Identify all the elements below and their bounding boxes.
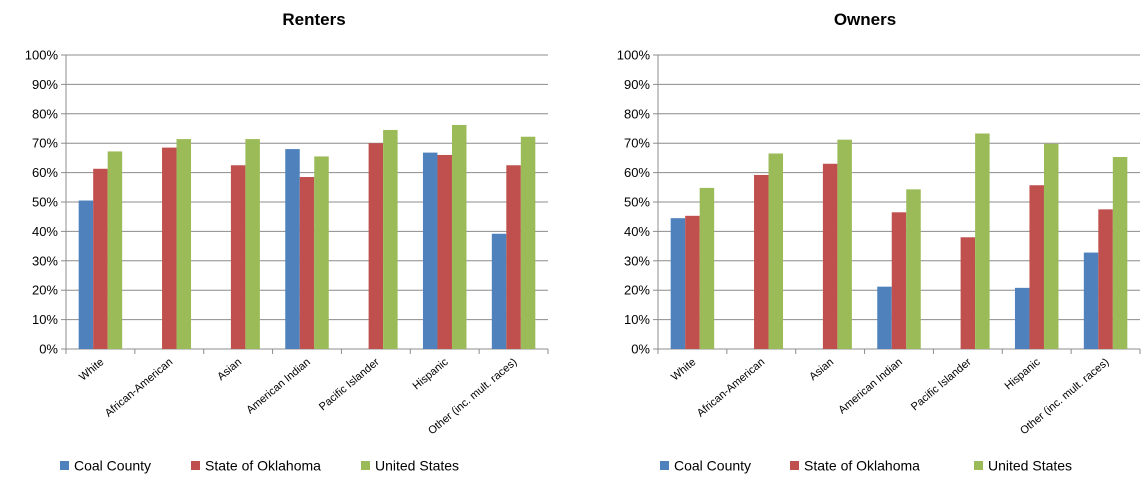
bar [699, 187, 715, 349]
y-tick-label: 0% [39, 342, 58, 357]
bar [520, 136, 536, 349]
bar [107, 151, 123, 349]
y-tick-label: 80% [624, 106, 650, 121]
bar [299, 177, 315, 349]
bar [285, 149, 300, 349]
owners-chart: Owners 0% 10% 20% 30% 40% 50% 60% 70% 80% 90% 100%… [578, 0, 1146, 478]
bar [768, 153, 784, 349]
legend-label: State of Oklahoma [205, 458, 321, 474]
renters-plot-area: 0% 10% 20% 30% 40% 50% 60% 70% 80% 90% 100% WhiteAf… [25, 48, 549, 437]
bar [1029, 185, 1044, 349]
legend-swatch [790, 461, 799, 470]
renters-chart-svg: Renters 0% 10% 20% 30% 40% 50% 60% 70% 80% 90% 100… [25, 10, 549, 474]
bar [822, 163, 838, 349]
chart-title: Owners [834, 10, 896, 29]
x-category-label: Hispanic [411, 356, 451, 393]
renters-legend: Coal County State of Oklahoma United State… [60, 458, 459, 474]
bar [451, 124, 467, 349]
bar [162, 147, 177, 349]
x-category-label: African-American [695, 356, 767, 419]
y-tick-label: 90% [32, 77, 58, 92]
bar [314, 156, 329, 349]
bar [230, 165, 246, 349]
x-category-label: American Indian [836, 356, 905, 416]
bar [1014, 287, 1030, 349]
owners-legend: Coal County State of Oklahoma United State… [660, 458, 1072, 474]
bar [685, 215, 700, 349]
bar [975, 133, 990, 349]
bar [837, 139, 852, 349]
y-tick-label: 40% [32, 224, 58, 239]
x-category-label: White [669, 356, 698, 383]
y-tick-label: 80% [32, 106, 58, 121]
legend-swatch [361, 461, 370, 470]
bar [670, 218, 686, 349]
y-tick-label: 20% [624, 283, 650, 298]
x-category-label: White [77, 356, 106, 383]
legend-swatch [191, 461, 200, 470]
bar [754, 174, 769, 349]
y-tick-label: 60% [32, 165, 58, 180]
bar [1098, 209, 1113, 349]
x-category-label: Hispanic [1003, 356, 1043, 393]
legend-label: United States [375, 458, 459, 474]
y-tick-label: 0% [631, 342, 650, 357]
y-tick-label: 70% [624, 136, 650, 151]
x-category-label: Asian [215, 356, 244, 383]
y-tick-label: 40% [624, 224, 650, 239]
y-tick-label: 30% [624, 253, 650, 268]
x-category-label: Pacific Islander [317, 356, 382, 413]
y-tick-label: 20% [32, 283, 58, 298]
bar [78, 200, 94, 349]
bar [176, 139, 192, 349]
bar [1083, 252, 1099, 349]
renters-chart: Renters 0% 10% 20% 30% 40% 50% 60% 70% 80% 90% 100… [0, 0, 568, 478]
bar [1043, 143, 1059, 349]
y-tick-label: 10% [32, 312, 58, 327]
y-tick-label: 50% [32, 195, 58, 210]
bar [906, 189, 921, 349]
x-category-label: Asian [807, 356, 836, 383]
y-tick-label: 100% [25, 48, 59, 63]
bar [1112, 157, 1128, 349]
legend-swatch [60, 461, 69, 470]
bar [891, 212, 907, 349]
bar [437, 154, 452, 349]
bar [368, 143, 384, 349]
y-tick-label: 50% [624, 195, 650, 210]
bar [491, 233, 507, 349]
legend-label: Coal County [674, 458, 751, 474]
bar [383, 129, 398, 349]
y-tick-label: 60% [624, 165, 650, 180]
bar [960, 237, 976, 349]
y-tick-label: 70% [32, 136, 58, 151]
legend-swatch [660, 461, 669, 470]
bar [877, 286, 892, 349]
bar [245, 139, 260, 349]
legend-label: State of Oklahoma [804, 458, 920, 474]
bar [506, 165, 521, 349]
x-category-label: American Indian [244, 356, 313, 416]
legend-label: United States [988, 458, 1072, 474]
y-tick-label: 30% [32, 253, 58, 268]
y-tick-label: 10% [624, 312, 650, 327]
y-tick-label: 100% [617, 48, 651, 63]
bar [93, 168, 108, 349]
y-tick-label: 90% [624, 77, 650, 92]
legend-label: Coal County [74, 458, 151, 474]
bar [422, 152, 438, 349]
owners-chart-svg: Owners 0% 10% 20% 30% 40% 50% 60% 70% 80% 90% 100%… [617, 10, 1141, 474]
x-category-label: African-American [103, 356, 175, 419]
chart-title: Renters [282, 10, 345, 29]
x-category-label: Pacific Islander [909, 356, 974, 413]
owners-plot-area: 0% 10% 20% 30% 40% 50% 60% 70% 80% 90% 100% WhiteAf… [617, 48, 1141, 437]
legend-swatch [974, 461, 983, 470]
